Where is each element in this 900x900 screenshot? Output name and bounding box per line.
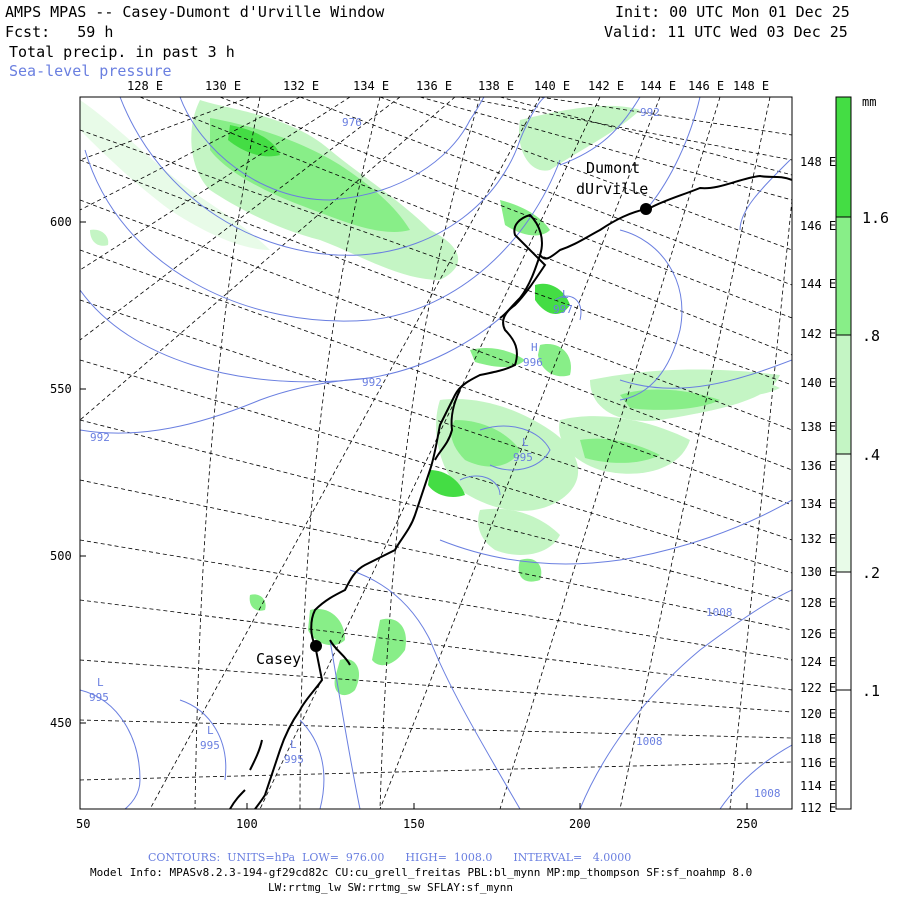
top-lon-label: 132 E [283,79,319,93]
dumont-durville-station-marker [640,203,652,215]
colorbar-swatch-faint [836,454,851,572]
colorbar-label: .1 [862,682,880,700]
right-lon-label: 120 E [800,707,836,721]
right-lon-label: 128 E [800,596,836,610]
top-lon-label: 146 E [688,79,724,93]
pressure-contours [80,97,792,809]
map-border [79,96,793,810]
contour-label: 995 [89,691,109,704]
right-lon-label: 134 E [800,497,836,511]
left-axis-label: 550 [50,382,72,396]
contour-label: 995 [513,451,533,464]
left-axis-label: 450 [50,716,72,730]
precip-field [80,100,780,696]
top-lon-label: 144 E [640,79,676,93]
colorbar-unit: mm [862,95,876,109]
left-axis-label: 500 [50,549,72,563]
right-lon-label: 138 E [800,420,836,434]
top-lon-label: 138 E [478,79,514,93]
right-lon-label: 130 E [800,565,836,579]
right-lon-label: 144 E [800,277,836,291]
right-longitude-labels: 148 E 146 E 144 E 142 E 140 E 138 E 136 … [800,155,836,815]
colorbar-swatch-heavy [836,97,851,217]
colorbar-label: .4 [862,446,880,464]
contour-label: 992 [362,376,382,389]
model-info: Model Info: MPASv8.2.3-194-gf29cd82c CU:… [90,866,753,879]
latlon-grid [80,97,792,809]
contour-label: 976 [342,116,362,129]
bottom-axis-labels: 50 100 150 200 250 [76,803,758,831]
top-lon-label: 140 E [534,79,570,93]
colorbar-swatch-mid [836,217,851,335]
top-lon-label: 134 E [353,79,389,93]
left-axis-labels: 600 550 500 450 [50,215,86,730]
overlay-name: Sea-level pressure [9,62,172,80]
colorbar-border [835,96,852,810]
top-longitude-labels: 128 E 130 E 132 E 134 E 136 E 138 E 140 … [127,79,769,93]
right-lon-label: 142 E [800,327,836,341]
right-lon-label: 148 E [800,155,836,169]
colorbar-swatch-light [836,335,851,454]
left-axis-label: 600 [50,215,72,229]
right-lon-label: 140 E [800,376,836,390]
map-content: 976 992 992 992 997 996 995 995 995 995 … [80,97,792,809]
right-lon-label: 146 E [800,219,836,233]
low-marker: L [290,738,297,751]
contour-label: 1008 [706,606,733,619]
init-time: Init: 00 UTC Mon 01 Dec 25 [615,3,850,21]
colorbar-label: .2 [862,564,880,582]
top-lon-label: 128 E [127,79,163,93]
contour-label: 996 [523,356,543,369]
right-lon-label: 126 E [800,627,836,641]
low-marker: L [207,724,214,737]
contour-label: 1008 [754,787,781,800]
right-lon-label: 122 E [800,681,836,695]
right-lon-label: 116 E [800,756,836,770]
bottom-axis-label: 100 [236,817,258,831]
right-lon-label: 114 E [800,779,836,793]
top-lon-label: 142 E [588,79,624,93]
bottom-axis-label: 50 [76,817,90,831]
bottom-axis-label: 250 [736,817,758,831]
casey-label: Casey [256,650,301,668]
right-lon-label: 118 E [800,732,836,746]
bottom-axis-label: 200 [569,817,591,831]
top-lon-label: 136 E [416,79,452,93]
colorbar: mm 1.6 .8 .4 .2 .1 [835,95,889,810]
high-marker: H [531,341,538,354]
contour-label: 995 [284,753,304,766]
contour-label: 995 [200,739,220,752]
map-title: AMPS MPAS -- Casey-Dumont d'Urville Wind… [5,3,385,21]
colorbar-label: 1.6 [862,209,889,227]
colorbar-label: .8 [862,327,880,345]
right-lon-label: 112 E [800,801,836,815]
bottom-axis-label: 150 [403,817,425,831]
dumont-label: Dumont [586,159,640,177]
contour-label: 992 [640,106,660,119]
right-lon-label: 132 E [800,532,836,546]
durville-label: dUrville [576,180,648,198]
contour-label: 992 [90,431,110,444]
low-marker: L [522,436,529,449]
valid-time: Valid: 11 UTC Wed 03 Dec 25 [604,23,848,41]
contour-info: CONTOURS: UNITS=hPa LOW= 976.00 HIGH= 10… [148,851,632,864]
right-lon-label: 136 E [800,459,836,473]
physics-info: LW:rrtmg_lw SW:rrtmg_sw SFLAY:sf_mynn [268,881,514,894]
contour-label: 997 [553,303,573,316]
right-lon-label: 124 E [800,655,836,669]
casey-station-marker [310,640,322,652]
top-lon-label: 148 E [733,79,769,93]
low-marker: L [562,288,569,301]
top-lon-label: 130 E [205,79,241,93]
low-marker: L [97,676,104,689]
coastline [229,174,792,809]
field-name: Total precip. in past 3 h [9,43,235,61]
contour-label: 1008 [636,735,663,748]
forecast-hour: Fcst: 59 h [5,23,114,41]
